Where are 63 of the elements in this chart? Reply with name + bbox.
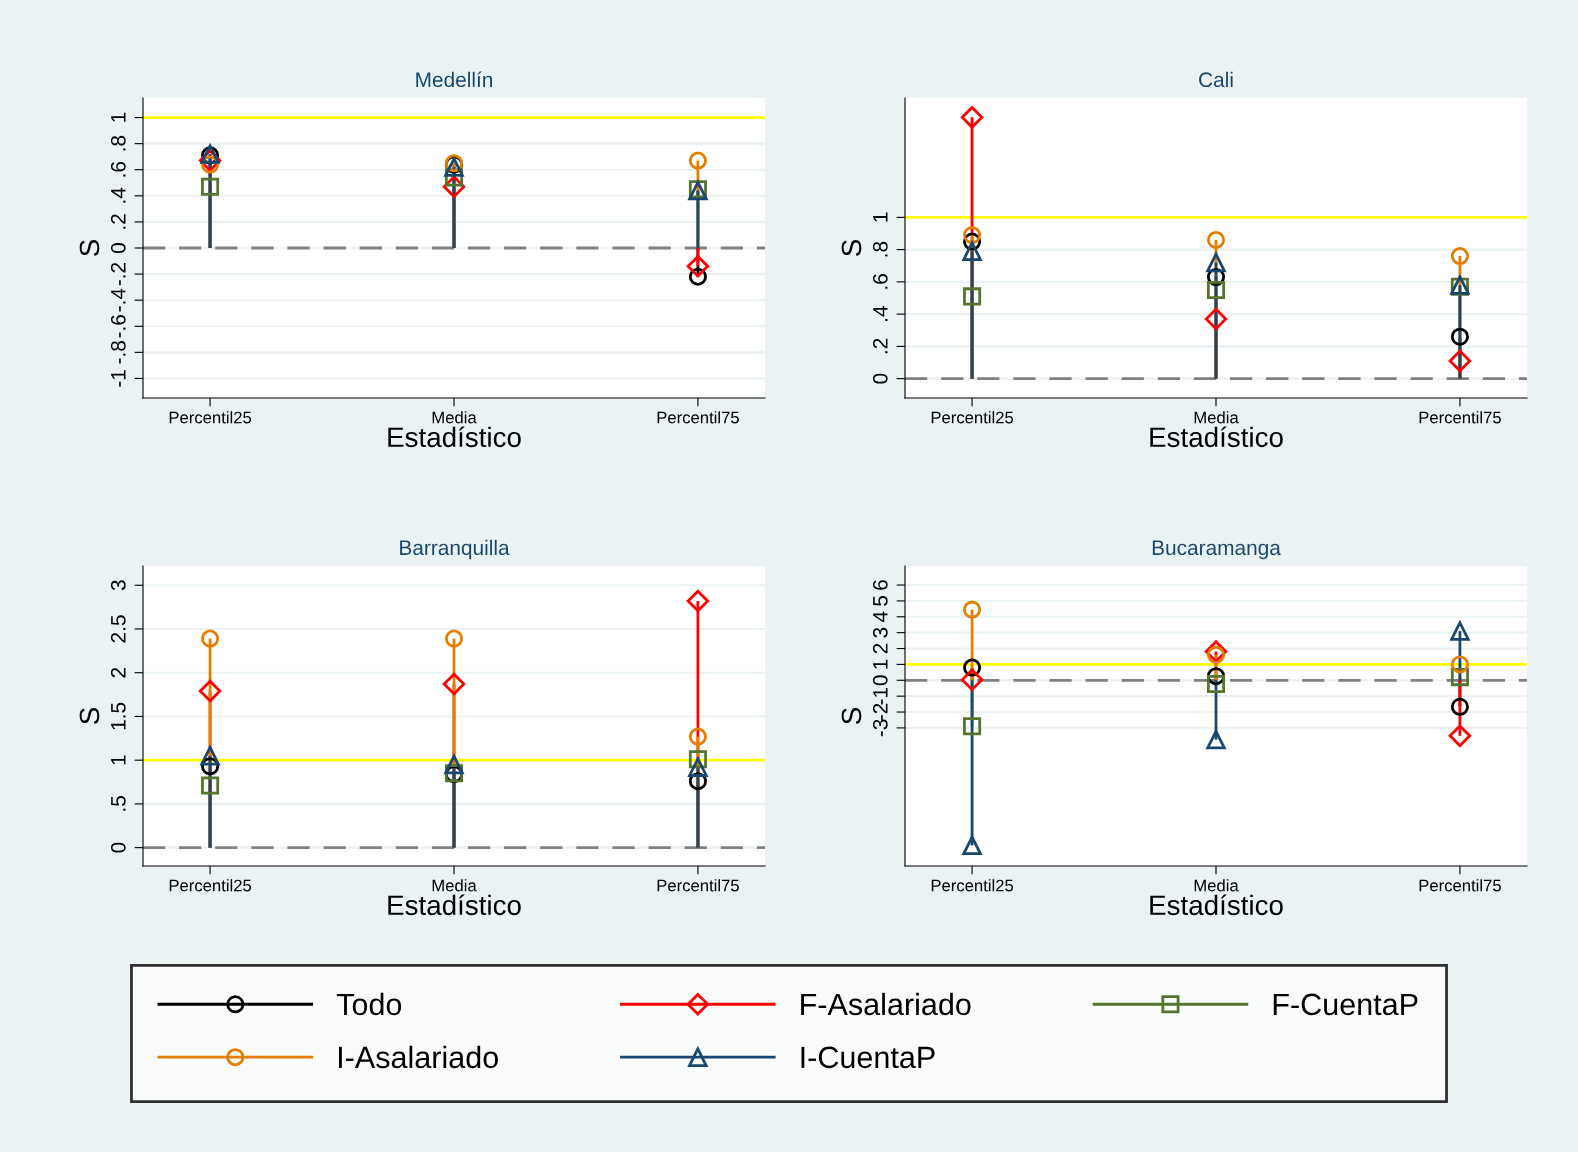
- y-tick-label: 2.5: [110, 615, 126, 643]
- legend-label: F-Asalariado: [801, 992, 971, 1016]
- x-tick-label: Percentil25: [169, 411, 252, 424]
- y-tick-label: -.8: [110, 341, 126, 364]
- x-tick-label: Media: [432, 879, 477, 892]
- x-tick-label: Media: [1194, 411, 1239, 424]
- y-tick-label: .5: [111, 796, 126, 811]
- y-tick-label: 2: [110, 667, 126, 678]
- y-tick-label: 2: [872, 643, 888, 654]
- x-axis-title: Estadístico: [1150, 894, 1283, 916]
- y-tick-label: 0: [110, 842, 126, 853]
- y-tick-label: 0: [872, 373, 888, 384]
- x-axis-title: Estadístico: [388, 426, 521, 448]
- y-tick-label: .4: [873, 306, 888, 321]
- y-tick-label: 1.5: [111, 702, 126, 730]
- x-tick-label: Percentil25: [931, 879, 1014, 892]
- y-tick-label: 1: [873, 659, 888, 669]
- y-tick-label: 6: [872, 580, 888, 590]
- y-tick-label: 0: [110, 243, 126, 253]
- x-tick-label: Percentil75: [1419, 879, 1501, 892]
- y-tick-label: 4: [873, 611, 888, 623]
- y-axis-title: S: [79, 240, 100, 256]
- y-tick-label: .6: [872, 274, 888, 289]
- y-axis-title: S: [841, 240, 862, 256]
- x-tick-label: Percentil25: [169, 879, 252, 892]
- y-tick-label: -1: [873, 687, 888, 705]
- legend-label: I-Asalariado: [339, 1045, 498, 1069]
- chart-title: Bucaramanga: [1152, 540, 1281, 560]
- y-tick-label: -.6: [110, 315, 126, 338]
- y-tick-label: -3: [872, 719, 888, 737]
- y-tick-label: 3: [110, 580, 126, 591]
- x-axis-title: Estadístico: [1150, 426, 1283, 448]
- y-tick-label: -.2: [110, 262, 126, 286]
- y-tick-label: .4: [111, 187, 126, 203]
- x-tick-label: Percentil75: [657, 411, 739, 424]
- x-tick-label: Media: [432, 411, 477, 424]
- legend-label: I-CuentaP: [801, 1046, 935, 1069]
- y-tick-label: 1: [111, 755, 126, 765]
- y-tick-label: .6: [110, 161, 126, 177]
- x-tick-label: Percentil75: [657, 879, 739, 892]
- y-tick-label: 5: [873, 596, 888, 606]
- x-tick-label: Percentil75: [1419, 411, 1501, 424]
- y-tick-label: -.4: [111, 288, 126, 312]
- y-tick-label: -2: [872, 703, 888, 721]
- legend-label: F-CuentaP: [1273, 993, 1418, 1016]
- y-tick-label: 1: [873, 212, 888, 222]
- x-tick-label: Percentil25: [931, 411, 1014, 424]
- legend-label: Todo: [336, 992, 402, 1016]
- y-tick-label: -1: [111, 370, 126, 387]
- x-axis-title: Estadístico: [388, 894, 521, 916]
- chart-title: Cali: [1199, 71, 1233, 88]
- y-tick-label: .2: [110, 214, 126, 229]
- y-tick-label: 0: [872, 675, 888, 686]
- y-axis-title: S: [79, 708, 100, 724]
- x-tick-label: Media: [1194, 879, 1239, 892]
- y-axis-title: S: [841, 708, 862, 724]
- chart-title: Medellín: [416, 71, 493, 88]
- y-tick-label: .2: [872, 338, 888, 354]
- y-tick-label: 1: [111, 112, 126, 122]
- y-tick-label: .8: [110, 135, 126, 151]
- chart-title: Barranquilla: [400, 539, 510, 560]
- y-tick-label: .8: [872, 241, 888, 257]
- y-tick-label: 3: [872, 627, 888, 638]
